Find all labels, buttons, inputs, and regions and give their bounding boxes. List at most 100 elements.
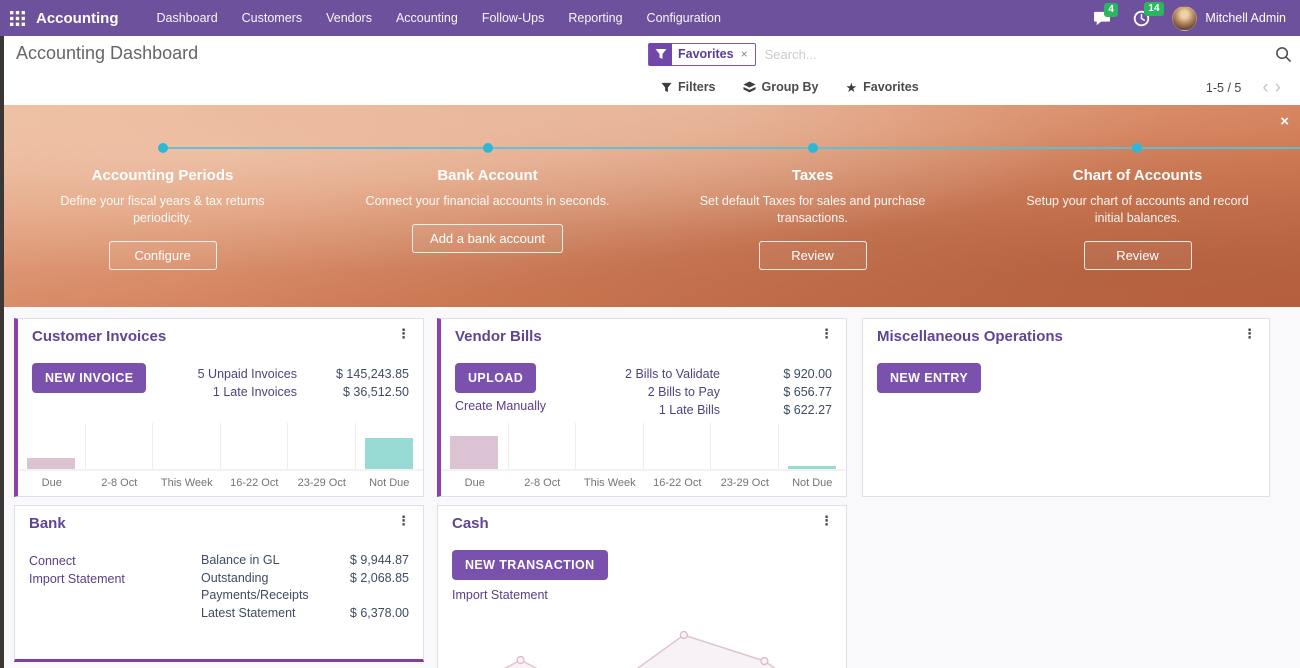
bills-to-validate-amount: $ 920.00 <box>783 367 832 381</box>
late-invoices-amount: $ 36,512.50 <box>342 385 409 399</box>
activities-button[interactable]: 14 <box>1133 1 1164 27</box>
banner-timeline <box>163 147 1300 149</box>
card-title[interactable]: Bank <box>29 515 66 532</box>
bills-to-validate-link[interactable]: 2 Bills to Validate <box>625 367 720 381</box>
pager-next-icon[interactable]: › <box>1274 77 1281 98</box>
nav-item-follow-ups[interactable]: Follow-Ups <box>481 11 545 25</box>
chart-bar[interactable] <box>450 436 499 469</box>
kebab-menu-icon[interactable]: ⋮ <box>820 513 833 528</box>
import-statement-link[interactable]: Import Statement <box>452 588 548 602</box>
card-title[interactable]: Customer Invoices <box>32 328 167 345</box>
chart-category-label: Not Due <box>778 469 846 496</box>
avatar <box>1172 5 1198 31</box>
kebab-menu-icon[interactable]: ⋮ <box>397 513 410 528</box>
pager-previous-icon[interactable]: ‹ <box>1262 77 1269 98</box>
bank-kpi-rows: Balance in GL $ 9,944.87 Outstanding Pay… <box>201 552 409 623</box>
facet-remove-icon[interactable]: × <box>740 47 748 61</box>
chart-category-label: Due <box>441 469 509 496</box>
favorites-button[interactable]: ★ Favorites <box>845 80 918 94</box>
card-title[interactable]: Cash <box>452 515 489 532</box>
facet-label: Favorites <box>678 47 734 61</box>
chart-column[interactable]: Not Due <box>355 423 423 496</box>
bank-card: Bank ⋮ Connect Import Statement Balance … <box>14 505 424 662</box>
search-icon[interactable] <box>1275 46 1292 63</box>
vendor-bills-card: Vendor Bills ⋮ UPLOAD Create Manually 2 … <box>437 318 847 497</box>
chart-column[interactable]: 16-22 Oct <box>643 423 711 496</box>
nav-item-configuration[interactable]: Configuration <box>646 11 721 25</box>
step-description: Define your fiscal years & tax returns p… <box>60 194 265 225</box>
search-facet-favorites[interactable]: Favorites × <box>648 42 756 66</box>
chart-column[interactable]: This Week <box>153 423 221 496</box>
connect-link[interactable]: Connect <box>29 554 76 568</box>
nav-item-vendors[interactable]: Vendors <box>326 11 372 25</box>
chart-column[interactable]: 2-8 Oct <box>85 423 153 496</box>
kebab-menu-icon[interactable]: ⋮ <box>1243 326 1256 341</box>
onboarding-banner: × Accounting Periods Define your fiscal … <box>0 105 1300 307</box>
cash-card: Cash ⋮ NEW TRANSACTION Import Statement <box>437 505 847 668</box>
banner-close-icon[interactable]: × <box>1280 113 1289 130</box>
review-chart-of-accounts-button[interactable]: Review <box>1083 241 1192 270</box>
clock-icon <box>1134 10 1150 26</box>
new-entry-button[interactable]: NEW ENTRY <box>877 363 982 393</box>
create-manually-link[interactable]: Create Manually <box>455 399 547 413</box>
kpi-row: Outstanding Payments/Receipts $ 2,068.85 <box>201 570 409 604</box>
messages-button[interactable]: 4 <box>1093 2 1118 26</box>
chart-category-label: 23-29 Oct <box>288 469 356 496</box>
invoice-kpi-rows: 5 Unpaid Invoices $ 145,243.85 1 Late In… <box>157 365 409 401</box>
group-by-button[interactable]: Group By <box>742 80 819 94</box>
chart-column[interactable]: 23-29 Oct <box>288 423 356 496</box>
kpi-row: 1 Late Invoices $ 36,512.50 <box>157 383 409 401</box>
step-title: Accounting Periods <box>91 167 234 184</box>
customer-invoices-card: Customer Invoices ⋮ NEW INVOICE 5 Unpaid… <box>14 318 424 497</box>
late-bills-link[interactable]: 1 Late Bills <box>658 403 720 417</box>
chart-category-label: 23-29 Oct <box>711 469 779 496</box>
chart-column[interactable]: 16-22 Oct <box>220 423 288 496</box>
bills-to-pay-link[interactable]: 2 Bills to Pay <box>647 385 720 399</box>
late-invoices-link[interactable]: 1 Late Invoices <box>212 385 297 399</box>
vendor-bills-bar-chart[interactable]: Due 2-8 Oct This Week 16-22 Oct 23-29 Oct Not… <box>441 423 846 496</box>
filters-button[interactable]: Filters <box>661 80 716 94</box>
latest-statement-amount: $ 6,378.00 <box>349 606 409 620</box>
chart-column[interactable]: Due <box>441 423 509 496</box>
top-navbar: Accounting Dashboard Customers Vendors A… <box>0 0 1300 36</box>
late-bills-amount: $ 622.27 <box>783 403 832 417</box>
review-taxes-button[interactable]: Review <box>758 241 867 270</box>
chart-column[interactable]: 23-29 Oct <box>711 423 779 496</box>
new-invoice-button[interactable]: NEW INVOICE <box>32 363 147 393</box>
group-by-label: Group By <box>761 80 819 94</box>
bank-links: Connect Import Statement <box>29 552 125 588</box>
app-brand[interactable]: Accounting <box>36 9 119 27</box>
activities-badge: 14 <box>1144 1 1164 16</box>
nav-item-dashboard[interactable]: Dashboard <box>156 11 218 25</box>
nav-item-customers[interactable]: Customers <box>241 11 303 25</box>
search-input[interactable] <box>755 46 1275 62</box>
upload-button[interactable]: UPLOAD <box>455 363 537 393</box>
new-transaction-button[interactable]: NEW TRANSACTION <box>452 550 608 580</box>
customer-invoices-bar-chart[interactable]: Due 2-8 Oct This Week 16-22 Oct 23-29 Oct Not… <box>18 423 423 496</box>
messages-badge: 4 <box>1104 2 1118 17</box>
import-statement-link[interactable]: Import Statement <box>29 572 125 586</box>
kebab-menu-icon[interactable]: ⋮ <box>397 326 410 341</box>
chart-column[interactable]: Not Due <box>778 423 846 496</box>
add-bank-account-button[interactable]: Add a bank account <box>412 224 563 253</box>
facet-filter-icon <box>649 42 672 66</box>
chart-column[interactable]: This Week <box>576 423 644 496</box>
unpaid-invoices-link[interactable]: 5 Unpaid Invoices <box>197 367 297 381</box>
card-title[interactable]: Miscellaneous Operations <box>877 328 1063 345</box>
nav-item-accounting[interactable]: Accounting <box>395 11 458 25</box>
card-title[interactable]: Vendor Bills <box>455 328 542 345</box>
navbar-left: Accounting Dashboard Customers Vendors A… <box>0 0 733 36</box>
chart-bar[interactable] <box>365 438 414 469</box>
user-menu[interactable]: Mitchell Admin <box>1172 5 1286 31</box>
apps-grid-icon[interactable] <box>10 10 36 26</box>
nav-item-reporting[interactable]: Reporting <box>568 11 623 25</box>
page-title: Accounting Dashboard <box>16 43 199 63</box>
configure-button[interactable]: Configure <box>108 241 217 270</box>
chart-bar[interactable] <box>788 466 837 469</box>
chart-category-label: This Week <box>153 469 221 496</box>
chart-bar[interactable] <box>27 458 76 469</box>
chart-column[interactable]: 2-8 Oct <box>508 423 576 496</box>
kebab-menu-icon[interactable]: ⋮ <box>820 326 833 341</box>
cash-line-chart[interactable] <box>438 621 846 668</box>
chart-column[interactable]: Due <box>18 423 86 496</box>
